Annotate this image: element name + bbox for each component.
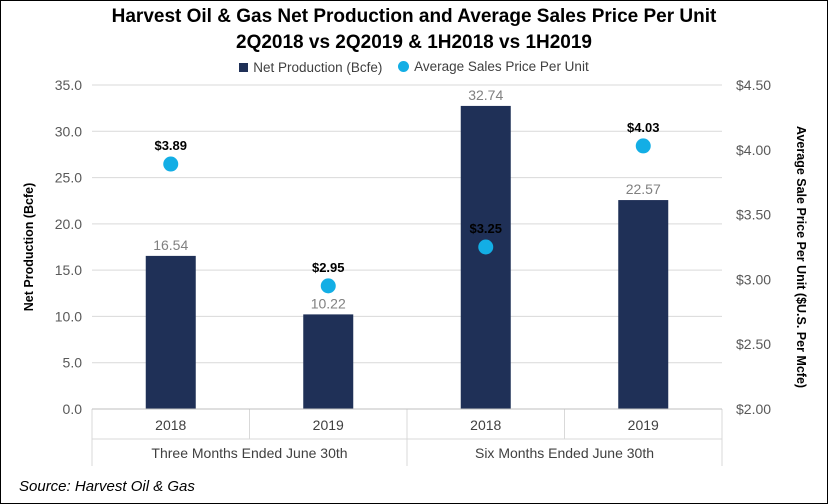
y-tick-label: 30.0 (55, 123, 82, 139)
bar-data-label: 32.74 (468, 87, 503, 103)
bar-data-label: 22.57 (626, 181, 661, 197)
bar-data-label: 10.22 (311, 295, 346, 311)
x-tick-label: 2019 (628, 417, 659, 433)
source-note: Source: Harvest Oil & Gas (19, 478, 195, 495)
y-tick-label: 0.0 (63, 401, 83, 417)
x-group-label: Six Months Ended June 30th (475, 445, 654, 461)
bar (145, 255, 196, 409)
price-point (478, 239, 494, 255)
legend-item-production: Net Production (Bcfe) (239, 60, 382, 75)
y2-tick-label: $2.00 (736, 401, 771, 417)
price-point (320, 278, 336, 294)
bar-data-label: 16.54 (153, 237, 188, 253)
price-point (635, 138, 651, 154)
y-tick-label: 5.0 (63, 355, 83, 371)
y2-tick-label: $4.00 (736, 142, 771, 158)
legend-item-price: Average Sales Price Per Unit (398, 59, 589, 74)
price-data-label: $2.95 (312, 260, 345, 275)
y2-tick-label: $4.50 (736, 77, 771, 93)
legend: Net Production (Bcfe) Average Sales Pric… (0, 59, 828, 75)
y2-tick-label: $2.50 (736, 336, 771, 352)
price-point (163, 156, 179, 172)
y-tick-label: 15.0 (55, 262, 82, 278)
y2-tick-label: $3.00 (736, 271, 771, 287)
price-data-label: $4.03 (627, 120, 660, 135)
x-tick-label: 2018 (470, 417, 501, 433)
y-tick-label: 25.0 (55, 170, 82, 186)
price-data-label: $3.25 (469, 221, 502, 236)
legend-swatch-price (398, 61, 410, 72)
legend-label-production: Net Production (Bcfe) (253, 60, 383, 75)
y-axis-title: Net Production (Bcfe) (22, 183, 36, 311)
y-tick-label: 10.0 (55, 308, 82, 324)
bar (618, 200, 669, 409)
y2-tick-label: $3.50 (736, 207, 771, 223)
price-data-label: $3.89 (154, 138, 187, 153)
legend-label-price: Average Sales Price Per Unit (414, 59, 589, 74)
y-tick-label: 35.0 (55, 77, 82, 93)
x-group-label: Three Months Ended June 30th (151, 445, 347, 461)
legend-swatch-production (239, 63, 249, 72)
bar (460, 105, 511, 409)
y2-axis-title: Average Sale Price Per Unit ($U.S. Per M… (794, 126, 808, 388)
chart-subtitle: 2Q2018 vs 2Q2019 & 1H2018 vs 1H2019 (236, 32, 592, 53)
x-tick-label: 2018 (155, 417, 186, 433)
bar (303, 314, 354, 409)
chart-title: Harvest Oil & Gas Net Production and Ave… (111, 6, 717, 27)
y-tick-label: 20.0 (55, 216, 82, 232)
x-tick-label: 2019 (313, 417, 344, 433)
